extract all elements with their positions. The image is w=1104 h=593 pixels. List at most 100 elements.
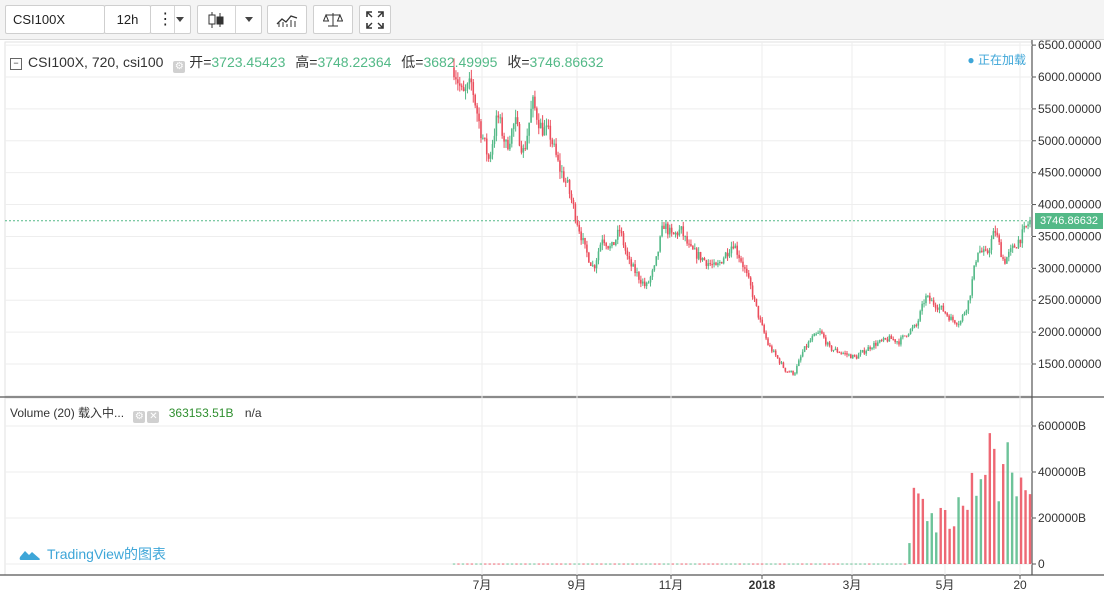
volume-bar: [952, 526, 956, 564]
volume-bar: [751, 563, 755, 565]
volume-bar: [778, 563, 782, 565]
candle-body: [894, 339, 896, 342]
candle-body: [557, 154, 559, 161]
volume-bar: [1010, 472, 1014, 564]
volume-bar: [488, 563, 491, 565]
volume-bar: [1024, 490, 1027, 564]
candle-body: [955, 323, 958, 325]
volume-bar: [765, 563, 768, 565]
volume-bar: [649, 563, 652, 565]
candle-body: [774, 350, 777, 356]
candle-body: [913, 324, 916, 328]
candle-body: [697, 252, 700, 259]
candle-body: [722, 258, 725, 264]
candle-body: [778, 358, 781, 364]
candle-body: [724, 252, 727, 259]
candle-body: [684, 236, 686, 238]
candle-body: [1002, 257, 1004, 259]
candle-body: [586, 244, 588, 253]
compare-button[interactable]: [313, 5, 353, 34]
candle-body: [501, 117, 503, 136]
time-tick-label: 3月: [843, 578, 862, 592]
candle-body: [986, 250, 989, 254]
candle-body: [905, 335, 908, 337]
candle-body: [640, 279, 642, 284]
candle-body: [869, 347, 871, 350]
candle-body: [1004, 258, 1006, 264]
volume-bar: [1006, 442, 1009, 564]
candle-body: [807, 342, 810, 348]
price-tick-label: 5000.00000: [1038, 134, 1102, 148]
candle-body: [626, 250, 629, 257]
candle-body: [954, 320, 956, 324]
volume-bar: [814, 563, 817, 565]
price-tick-label: 6500.00000: [1038, 40, 1102, 52]
volume-bar: [698, 563, 701, 565]
candle-body: [634, 264, 636, 273]
candle-body: [497, 115, 500, 118]
candle-body: [661, 225, 663, 237]
candle-body: [927, 295, 929, 297]
candle-body: [865, 350, 868, 354]
chart-style-button[interactable]: [197, 5, 262, 34]
candle-body: [950, 316, 952, 321]
candle-body: [703, 258, 706, 261]
candle-body: [782, 362, 785, 368]
candle-body: [780, 362, 783, 364]
candle-body: [971, 279, 974, 296]
volume-bar: [926, 521, 929, 564]
open-value: 3723.45423: [211, 54, 286, 70]
candle-body: [674, 232, 677, 235]
volume-bar: [975, 495, 978, 564]
candle-body: [867, 347, 869, 351]
settings-icon[interactable]: ⚙: [173, 61, 186, 73]
candle-body: [532, 96, 534, 109]
candle-body: [695, 248, 698, 259]
candle-body: [647, 282, 650, 284]
candle-body: [460, 85, 463, 87]
close-icon[interactable]: ✕: [147, 411, 160, 423]
volume-bar: [533, 563, 536, 565]
volume-bar: [841, 563, 844, 565]
collapse-icon[interactable]: −: [10, 58, 22, 70]
candle-body: [680, 226, 683, 230]
close-value: 3746.86632: [529, 54, 604, 70]
candle-body: [811, 336, 814, 341]
candle-body: [663, 225, 665, 229]
indicators-button[interactable]: [267, 5, 307, 34]
candle-body: [580, 231, 582, 241]
volume-bar: [743, 563, 746, 565]
candle-body: [547, 125, 550, 127]
fullscreen-button[interactable]: [359, 5, 391, 34]
candle-body: [803, 346, 806, 352]
candle-body: [930, 300, 933, 302]
candle-body: [551, 139, 554, 145]
candle-body: [624, 245, 627, 251]
volume-pane: [4, 397, 1033, 576]
interval-button[interactable]: 12h: [104, 5, 151, 34]
candle-body: [890, 335, 893, 339]
volume-bar: [872, 563, 875, 565]
more-dots-icon: ⋮: [157, 10, 174, 28]
volume-bar: [885, 563, 889, 565]
candle-body: [875, 342, 877, 346]
candle-body: [468, 78, 471, 84]
candle-body: [487, 154, 490, 159]
candle-body: [630, 259, 633, 267]
candle-body: [740, 258, 742, 262]
volume-bar: [890, 563, 893, 565]
candle-body: [536, 108, 538, 120]
settings-icon[interactable]: ⚙: [133, 411, 146, 423]
symbol-search-input[interactable]: CSI100X: [5, 5, 105, 34]
candle-body: [1027, 224, 1029, 227]
volume-bar: [948, 528, 951, 564]
volume-bar: [827, 563, 831, 565]
chart-canvas[interactable]: 6500.00000 6000.00000 5500.00000 5000.00000…: [0, 40, 1104, 593]
price-tick-label: 5500.00000: [1038, 102, 1102, 116]
candle-body: [769, 345, 771, 347]
tradingview-watermark[interactable]: TradingView的图表: [19, 544, 166, 564]
interval-menu-button[interactable]: ⋮: [150, 5, 191, 34]
volume-bar: [475, 563, 478, 565]
volume-bar: [461, 563, 465, 565]
candle-body: [665, 223, 667, 229]
